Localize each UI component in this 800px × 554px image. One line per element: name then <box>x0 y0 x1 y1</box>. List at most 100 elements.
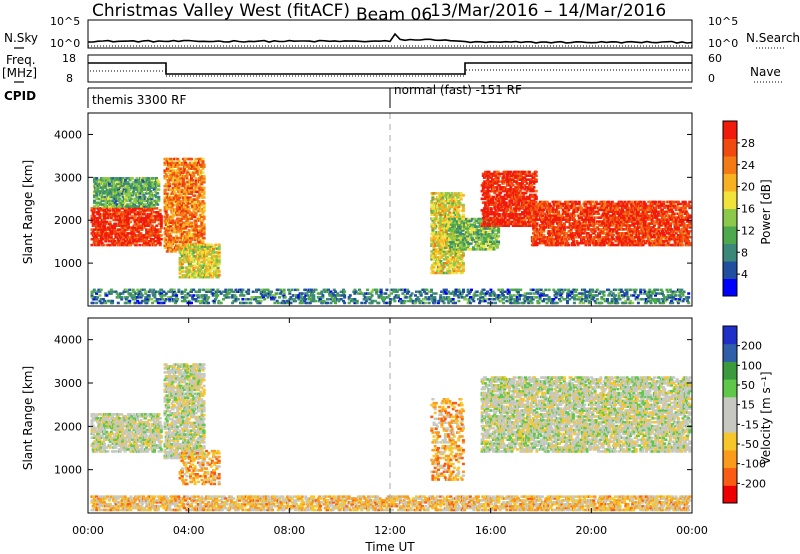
power-cell <box>131 236 135 239</box>
power-cell <box>134 228 138 231</box>
power-cell <box>114 234 118 237</box>
power-cell <box>199 194 203 197</box>
power-cell <box>184 276 188 279</box>
power-cell <box>101 234 105 237</box>
power-cell <box>121 201 125 204</box>
power-cell <box>191 256 195 260</box>
power-cell <box>116 177 119 180</box>
power-cell <box>142 243 146 247</box>
power-cell <box>120 220 124 224</box>
power-cell <box>141 192 145 195</box>
power-cell <box>187 207 191 211</box>
power-cell <box>142 226 146 229</box>
power-cell <box>184 165 188 168</box>
power-cell <box>194 157 198 161</box>
power-cell <box>128 207 131 210</box>
power-cell <box>202 180 206 184</box>
power-cell <box>143 220 147 224</box>
power-cell <box>134 236 138 239</box>
power-cell <box>178 276 182 279</box>
power-cell <box>183 217 187 220</box>
power-cell <box>154 243 158 247</box>
power-cell <box>180 270 184 273</box>
power-cell <box>181 180 185 184</box>
power-cell <box>96 205 100 208</box>
power-cell <box>158 230 162 233</box>
power-cell <box>188 173 192 176</box>
nsky-frame <box>87 19 693 49</box>
power-cell <box>103 211 106 214</box>
power-cell <box>126 180 130 184</box>
power-cell <box>191 161 195 165</box>
power-cell <box>145 207 149 210</box>
power-cell <box>112 211 116 214</box>
power-cell <box>150 234 154 237</box>
power-cell <box>108 209 112 212</box>
power-cell <box>117 214 121 218</box>
power-cell <box>112 186 116 189</box>
power-cell <box>184 157 188 161</box>
power-cell <box>181 184 185 188</box>
power-cell <box>191 225 195 228</box>
power-cell <box>198 215 201 219</box>
power-cell <box>135 177 139 180</box>
power-cell <box>95 192 99 195</box>
power-cell <box>153 182 157 186</box>
power-cell <box>93 238 97 241</box>
power-cell <box>163 196 167 199</box>
power-cell <box>93 234 97 237</box>
power-cell <box>131 226 135 229</box>
power-cell <box>124 178 127 182</box>
power-cell <box>205 249 209 252</box>
power-cell <box>167 198 170 201</box>
power-cell <box>191 179 195 182</box>
nsearch-tick-top: 10^5 <box>708 15 738 28</box>
power-cell <box>124 197 127 201</box>
power-cell <box>181 227 185 230</box>
power-cell <box>165 206 169 209</box>
power-cell <box>167 217 170 220</box>
power-cell <box>158 241 162 245</box>
power-cell <box>175 177 178 180</box>
power-cell <box>100 226 104 229</box>
power-cell <box>157 236 161 239</box>
power-cell <box>108 182 111 186</box>
power-cell <box>129 220 133 224</box>
power-cell <box>114 192 118 195</box>
power-cell <box>178 251 182 254</box>
power-cell <box>201 159 205 163</box>
power-cell <box>130 177 134 180</box>
power-cell <box>164 173 168 176</box>
power-cell <box>157 188 161 191</box>
power-cell <box>141 238 145 241</box>
power-cell <box>189 245 192 248</box>
power-cell <box>202 186 206 190</box>
power-cell <box>124 209 128 212</box>
power-cell <box>461 194 465 197</box>
power-cell <box>434 192 438 195</box>
nsearch-tick-bottom: 10^0 <box>708 37 738 50</box>
power-cell <box>199 188 203 192</box>
power-cell <box>172 229 176 232</box>
power-cell <box>124 203 127 206</box>
power-cell <box>169 169 173 172</box>
power-cell <box>191 272 195 275</box>
power-cell <box>186 217 190 220</box>
power-cell <box>197 268 200 271</box>
power-cell <box>202 229 206 232</box>
power-cell <box>573 214 577 217</box>
power-cell <box>178 169 182 172</box>
power-cell <box>122 241 126 245</box>
power-cell <box>187 268 191 271</box>
power-cell <box>205 274 209 277</box>
power-cell <box>116 194 119 197</box>
power-cell <box>202 179 206 182</box>
power-cell <box>92 224 96 227</box>
power-cell <box>167 242 170 245</box>
power-cell <box>165 192 169 195</box>
power-cell <box>197 253 200 256</box>
power-cell <box>197 251 200 254</box>
power-cell <box>114 222 118 226</box>
power-cell <box>199 268 203 271</box>
power-cell <box>90 220 94 224</box>
